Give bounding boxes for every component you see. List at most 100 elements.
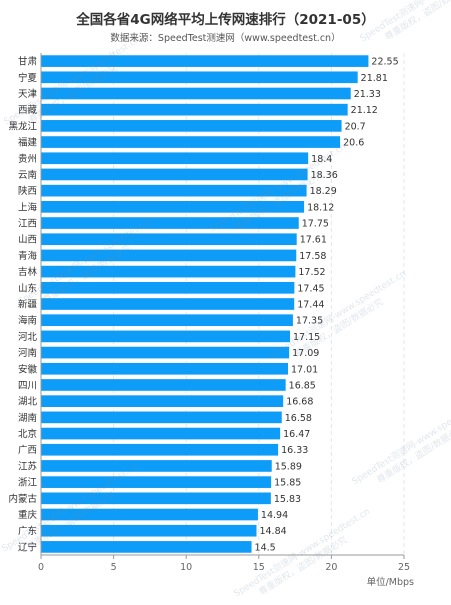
category-label: 浙江: [18, 477, 38, 489]
category-label: 上海: [18, 201, 38, 213]
bar: [41, 120, 342, 132]
category-label: 吉林: [18, 266, 38, 278]
value-label: 14.5: [255, 542, 276, 553]
category-label: 甘肃: [18, 56, 37, 68]
bar: [41, 508, 258, 521]
x-tick-label: 0: [38, 562, 44, 573]
x-tick-label: 5: [111, 562, 117, 573]
value-label: 20.6: [343, 138, 364, 149]
category-label: 江西: [18, 219, 37, 230]
value-label: 17.35: [296, 316, 323, 327]
category-label: 江苏: [18, 460, 38, 472]
value-label: 14.94: [261, 510, 288, 521]
category-label: 陕西: [18, 185, 37, 197]
value-label: 18.4: [311, 154, 332, 165]
x-tick-label: 25: [398, 562, 410, 573]
category-labels: 甘肃宁夏天津西藏黑龙江福建贵州云南陕西上海江西山西青海吉林山东新疆海南河北河南安…: [8, 56, 37, 554]
bar: [41, 524, 257, 537]
bar: [41, 411, 282, 424]
chart-title: 全国各省4G网络平均上传网速排行（2021-05）: [76, 12, 375, 28]
value-label: 15.89: [275, 461, 302, 472]
value-label: 18.29: [310, 186, 337, 197]
bar: [41, 217, 299, 229]
bar: [41, 184, 307, 197]
value-label: 16.33: [281, 445, 308, 456]
bar: [41, 87, 351, 100]
value-label: 18.36: [311, 170, 338, 181]
value-label: 17.52: [298, 267, 325, 278]
bar: [41, 233, 297, 246]
bar: [41, 265, 296, 278]
category-label: 广东: [18, 525, 37, 537]
category-label: 云南: [18, 169, 37, 181]
bar: [41, 443, 279, 456]
bar: [41, 55, 369, 67]
category-label: 四川: [18, 380, 37, 391]
value-label: 17.09: [292, 348, 319, 359]
category-label: 贵州: [18, 153, 37, 165]
category-label: 湖北: [18, 397, 38, 408]
category-label: 湖南: [18, 412, 37, 424]
value-label: 21.81: [361, 73, 388, 84]
value-label: 17.44: [297, 300, 324, 311]
bar: [41, 330, 291, 343]
value-label: 15.83: [274, 494, 301, 505]
category-label: 河南: [18, 347, 37, 359]
category-label: 宁夏: [18, 72, 38, 84]
bars: [41, 55, 369, 553]
category-label: 河北: [18, 331, 38, 343]
category-label: 山西: [18, 235, 37, 246]
value-label: 16.47: [283, 429, 310, 440]
bar: [41, 168, 308, 181]
value-label: 14.84: [259, 526, 286, 537]
value-label: 16.58: [285, 413, 312, 424]
value-label: 17.58: [299, 251, 326, 262]
category-label: 山东: [18, 282, 37, 294]
value-label: 17.01: [291, 364, 318, 375]
category-label: 重庆: [18, 509, 38, 521]
bar: [41, 362, 288, 375]
category-label: 广西: [18, 444, 37, 456]
category-label: 北京: [18, 428, 37, 440]
value-label: 16.68: [286, 397, 313, 408]
bar: [41, 492, 271, 505]
category-label: 青海: [18, 250, 38, 262]
bar: [41, 476, 272, 488]
value-label: 17.61: [300, 235, 327, 246]
value-label: 21.12: [351, 105, 378, 116]
value-label: 20.7: [345, 121, 366, 132]
value-label: 17.45: [297, 283, 324, 294]
value-label: 17.15: [293, 332, 320, 343]
category-label: 内蒙古: [8, 493, 37, 505]
bar: [41, 103, 348, 116]
x-tick-label: 15: [253, 562, 265, 573]
bar: [41, 152, 309, 165]
bar: [41, 71, 358, 84]
category-label: 西藏: [18, 104, 38, 116]
x-tick-label: 10: [180, 562, 192, 573]
bar: [41, 281, 295, 294]
category-label: 安徽: [18, 363, 38, 375]
value-label: 15.85: [274, 478, 301, 489]
unit-label: 单位/Mbps: [367, 576, 414, 588]
chart-subtitle: 数据来源：SpeedTest测速网（www.speedtest.cn）: [110, 33, 341, 44]
bar: [41, 201, 305, 213]
category-label: 海南: [18, 315, 37, 327]
value-label: 22.55: [371, 57, 398, 68]
category-label: 辽宁: [18, 541, 37, 553]
category-label: 福建: [18, 137, 38, 149]
bar: [41, 427, 281, 440]
value-label: 18.12: [307, 202, 334, 213]
category-label: 天津: [18, 89, 38, 100]
bar: [41, 541, 252, 553]
bar: [41, 460, 272, 472]
value-labels: 22.55 21.81 21.33 21.12 20.7 20.6 18.4 18.36 18.…: [255, 57, 399, 554]
bar: [41, 314, 293, 327]
category-label: 黑龙江: [8, 120, 37, 132]
category-label: 新疆: [18, 299, 38, 311]
value-label: 16.85: [289, 380, 316, 391]
value-label: 17.75: [302, 219, 329, 230]
bar: [41, 249, 297, 262]
x-axis: 0 5 10 15 20 25 单位/Mbps: [38, 53, 414, 588]
bar: [41, 346, 290, 359]
